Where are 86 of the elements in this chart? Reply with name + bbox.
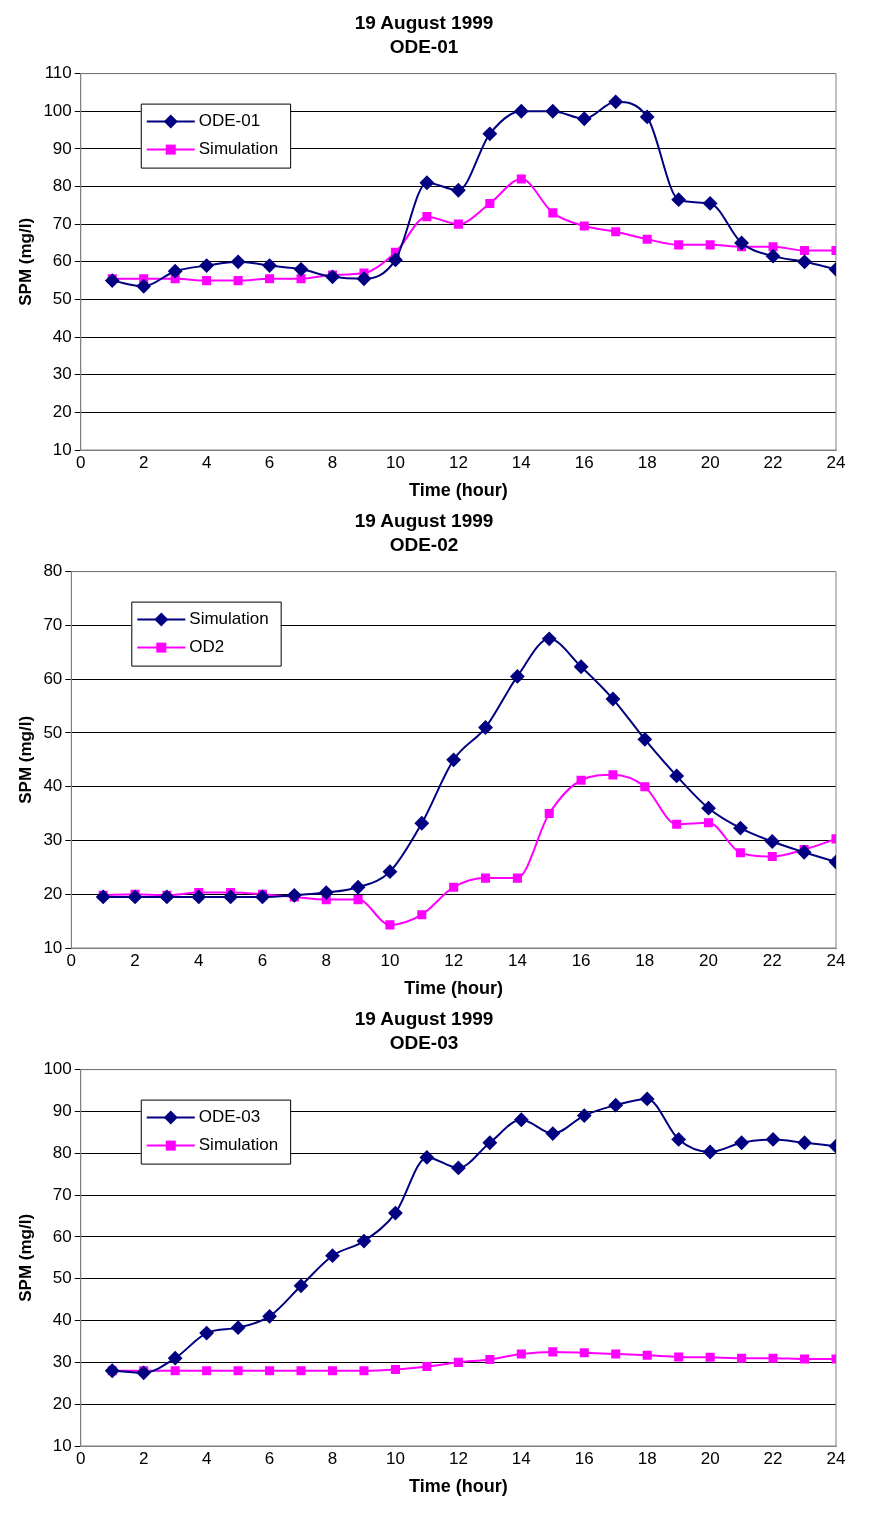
x-tick-label: 14	[511, 452, 531, 472]
x-tick-label: 6	[264, 452, 275, 472]
x-axis-title: Time (hour)	[409, 1476, 508, 1497]
x-tick-label: 2	[138, 452, 149, 472]
y-tick-label: 30	[52, 1352, 72, 1372]
x-tick-label: 10	[380, 950, 400, 970]
y-tick-label: 20	[52, 1393, 72, 1413]
y-tick-label: 70	[43, 615, 63, 635]
y-tick-label: 30	[43, 830, 63, 850]
x-tick-label: 24	[826, 950, 846, 970]
y-tick-label: 90	[52, 138, 72, 158]
x-tick-label: 8	[327, 452, 338, 472]
y-tick-label: 60	[52, 251, 72, 271]
x-tick-label: 12	[444, 950, 464, 970]
legend-label: Simulation	[198, 1135, 279, 1155]
x-tick-label: 20	[700, 1448, 720, 1468]
x-tick-label: 4	[194, 950, 204, 970]
y-tick-label: 50	[52, 289, 72, 309]
x-tick-label: 18	[637, 452, 657, 472]
y-tick-label: 50	[52, 1268, 72, 1288]
x-tick-label: 24	[826, 452, 846, 472]
x-tick-label: 0	[76, 452, 86, 472]
x-tick-label: 16	[574, 1448, 594, 1468]
y-tick-label: 20	[52, 402, 72, 422]
x-tick-label: 6	[264, 1448, 275, 1468]
chart-subtitle: ODE-01	[389, 36, 459, 58]
x-tick-label: 22	[763, 452, 783, 472]
x-tick-label: 12	[448, 1448, 468, 1468]
x-tick-label: 16	[571, 950, 591, 970]
y-tick-label: 30	[52, 364, 72, 384]
y-tick-label: 10	[43, 937, 63, 957]
x-tick-label: 6	[257, 950, 268, 970]
x-tick-label: 22	[763, 1448, 783, 1468]
y-tick-label: 60	[43, 668, 63, 688]
legend-label: ODE-01	[198, 111, 261, 131]
y-axis-title: SPM (mg/l)	[15, 1213, 35, 1302]
y-tick-label: 20	[43, 883, 63, 903]
x-tick-label: 24	[826, 1448, 846, 1468]
y-axis-title: SPM (mg/l)	[15, 217, 35, 306]
y-tick-label: 80	[52, 1142, 72, 1162]
x-tick-label: 4	[201, 452, 212, 472]
x-tick-label: 2	[130, 950, 140, 970]
x-tick-label: 20	[699, 950, 719, 970]
chart-title: 19 August 1999	[354, 509, 494, 531]
x-axis-title: Time (hour)	[404, 978, 503, 999]
x-tick-label: 8	[327, 1448, 338, 1468]
y-tick-label: 40	[52, 326, 72, 346]
x-tick-label: 4	[201, 1448, 212, 1468]
y-tick-label: 70	[52, 1184, 72, 1204]
x-tick-label: 10	[385, 1448, 405, 1468]
x-tick-label: 8	[321, 950, 331, 970]
y-tick-label: 40	[52, 1310, 72, 1330]
y-tick-label: 50	[43, 722, 63, 742]
y-tick-label: 110	[44, 63, 72, 83]
x-tick-label: 14	[511, 1448, 531, 1468]
x-tick-label: 18	[635, 950, 655, 970]
legend-label: ODE-03	[198, 1107, 261, 1127]
y-tick-label: 70	[52, 213, 72, 233]
y-tick-label: 10	[52, 1435, 72, 1455]
x-tick-label: 10	[385, 452, 405, 472]
chart-title: 19 August 1999	[354, 1007, 494, 1029]
x-axis-title: Time (hour)	[409, 480, 508, 501]
x-tick-label: 14	[507, 950, 527, 970]
x-tick-label: 22	[762, 950, 782, 970]
y-tick-label: 10	[52, 439, 72, 459]
chart-subtitle: ODE-03	[389, 1032, 459, 1054]
y-tick-label: 100	[43, 1059, 72, 1079]
x-tick-label: 12	[448, 452, 468, 472]
x-tick-label: 2	[138, 1448, 149, 1468]
y-axis-title: SPM (mg/l)	[15, 715, 35, 804]
y-tick-label: 80	[52, 176, 72, 196]
legend-label: Simulation	[198, 139, 279, 159]
legend-label: OD2	[189, 637, 225, 657]
x-tick-label: 16	[574, 452, 594, 472]
y-tick-label: 60	[52, 1226, 72, 1246]
x-tick-label: 0	[76, 1448, 86, 1468]
y-tick-label: 80	[43, 561, 63, 581]
y-tick-label: 100	[43, 100, 72, 120]
y-tick-label: 90	[52, 1101, 72, 1121]
chart-subtitle: ODE-02	[389, 534, 459, 556]
x-tick-label: 0	[66, 950, 77, 970]
legend-label: Simulation	[189, 609, 269, 629]
x-tick-label: 20	[700, 452, 720, 472]
y-tick-label: 40	[43, 776, 63, 796]
chart-title: 19 August 1999	[354, 11, 494, 33]
x-tick-label: 18	[637, 1448, 657, 1468]
